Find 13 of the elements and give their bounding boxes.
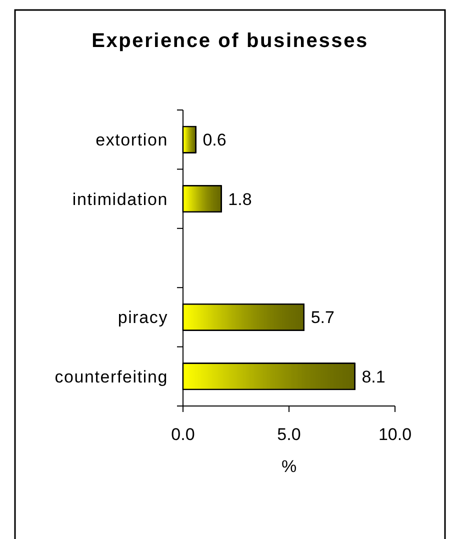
- x-tick-label: 10.0: [378, 425, 412, 444]
- x-axis-title: %: [281, 457, 297, 476]
- data-label: 1.8: [228, 190, 252, 209]
- data-label: 5.7: [310, 308, 334, 328]
- data-label: 8.1: [362, 367, 386, 386]
- y-tick-label: intimidation: [72, 190, 168, 209]
- y-tick-label: extortion: [96, 130, 168, 150]
- x-tick-label: 0.0: [171, 425, 195, 444]
- y-tick-label: piracy: [118, 308, 168, 328]
- data-label: 0.6: [202, 130, 226, 150]
- y-tick-label: counterfeiting: [54, 367, 168, 386]
- chart-title: Experience of businesses: [92, 30, 368, 52]
- x-tick-label: 5.0: [277, 425, 301, 444]
